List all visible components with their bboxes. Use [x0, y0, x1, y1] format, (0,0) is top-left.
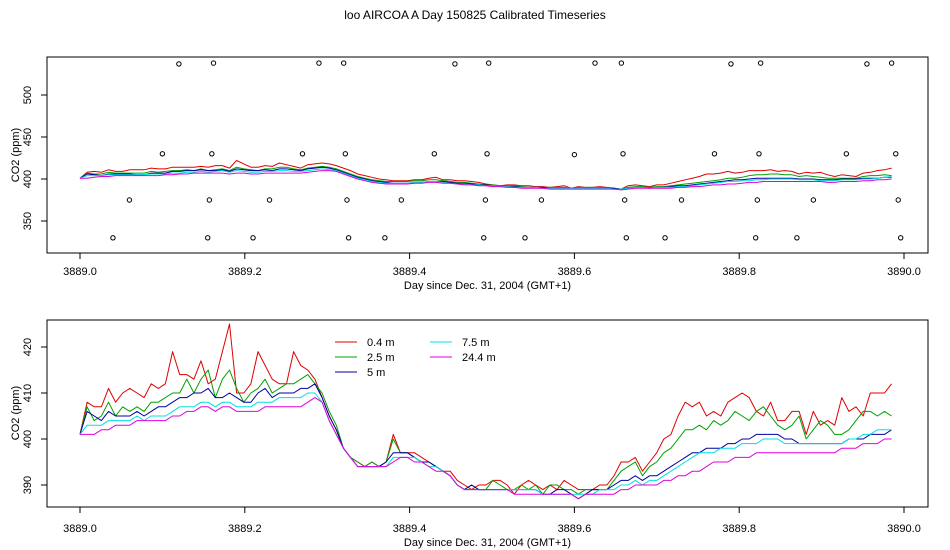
data-point-circle	[266, 197, 273, 203]
y-tick-label: 450	[22, 128, 34, 146]
x-tick-label: 3889.6	[558, 266, 592, 278]
data-point-circle	[342, 151, 349, 157]
series-line-24-4-m	[80, 397, 892, 500]
data-point-circle	[754, 197, 761, 203]
data-point-circle	[898, 235, 904, 241]
data-point-circle	[662, 235, 668, 241]
x-tick-label: 3889.6	[558, 523, 592, 535]
data-point-circle	[481, 235, 487, 241]
data-point-circle	[299, 151, 306, 157]
x-tick-label: 3889.4	[393, 523, 427, 535]
y-tick-label: 400	[22, 170, 34, 188]
plot-frame	[46, 56, 929, 254]
data-point-circle	[522, 235, 528, 241]
data-point-circle	[621, 197, 628, 203]
series-line-0-4-m	[79, 160, 892, 190]
x-tick-label: 3889.2	[228, 523, 262, 535]
data-point-circle	[206, 197, 213, 203]
x-tick-label: 3889.0	[63, 523, 97, 535]
y-tick-label: 350	[22, 212, 34, 230]
data-point-circle	[864, 61, 870, 67]
data-point-circle	[176, 61, 182, 67]
data-point-circle	[620, 151, 626, 157]
x-tick-label: 3889.4	[393, 266, 427, 278]
x-tick-label: 3889.0	[63, 266, 97, 278]
chart-panel-2: 3889.0 3889.2 3889.4 3889.6 3889.8 3890.0 390 4…	[10, 319, 929, 549]
x-tick-label: 3889.2	[228, 266, 262, 278]
x-tick-label: 3889.8	[722, 523, 756, 535]
y-tick-label: 410	[22, 384, 34, 402]
x-axis-title: Day since Dec. 31, 2004 (GMT+1)	[404, 280, 571, 292]
data-point-circle	[571, 151, 578, 158]
y-tick-label: 500	[22, 86, 34, 104]
legend-label: 7.5 m	[462, 337, 490, 349]
data-point-circle	[756, 151, 762, 157]
data-point-circle	[752, 235, 759, 241]
x-axis-title: Day since Dec. 31, 2004 (GMT+1)	[404, 537, 571, 549]
data-point-circle	[757, 60, 764, 66]
legend-label: 24.4 m	[462, 352, 496, 364]
data-point-circle	[623, 235, 630, 241]
data-point-circle	[344, 197, 350, 203]
data-point-circle	[482, 197, 489, 203]
data-point-circle	[893, 151, 899, 157]
series-line-7-5-m	[79, 392, 892, 495]
y-tick-label: 400	[22, 430, 34, 448]
data-point-circle	[250, 235, 256, 241]
y-tick-label: 420	[22, 338, 34, 356]
data-point-circle	[431, 151, 438, 157]
data-point-circle	[888, 60, 895, 66]
legend-label: 0.4 m	[367, 337, 395, 349]
data-point-circle	[210, 60, 217, 66]
data-point-circle	[678, 197, 685, 203]
legend-label: 5 m	[367, 367, 385, 379]
data-point-circle	[340, 60, 347, 66]
data-point-circle	[794, 235, 800, 241]
data-point-circle	[110, 235, 116, 241]
data-point-circle	[592, 60, 598, 66]
data-point-circle	[452, 61, 458, 67]
legend: 0.4 m 2.5 m 5 m 7.5 m 24.4 m	[335, 337, 496, 379]
data-point-circle	[618, 60, 625, 66]
data-point-circle	[398, 197, 405, 203]
data-point-circle	[159, 151, 166, 157]
x-tick-label: 3890.0	[887, 266, 921, 278]
data-point-circle	[711, 151, 718, 157]
chart-title: loo AIRCOA A Day 150825 Calibrated Times…	[344, 8, 606, 22]
series-line-24-4-m	[80, 170, 892, 191]
x-tick-label: 3890.0	[887, 523, 921, 535]
data-point-circle	[538, 197, 545, 203]
data-point-circle	[205, 235, 211, 241]
series-line-5-m	[79, 383, 892, 500]
legend-label: 2.5 m	[367, 352, 395, 364]
plot-frame	[46, 319, 929, 508]
y-tick-label: 390	[22, 476, 34, 494]
series-line-2-5-m	[79, 369, 892, 495]
data-point-circle	[810, 197, 817, 203]
data-point-circle	[345, 235, 352, 241]
series-line-0-4-m	[79, 323, 892, 495]
data-point-circle	[382, 235, 388, 241]
data-point-circle	[486, 60, 492, 66]
y-axis-title: CO2 (ppm)	[10, 128, 22, 182]
data-point-circle	[843, 151, 850, 157]
x-tick-label: 3889.8	[722, 266, 756, 278]
data-point-circle	[316, 60, 322, 66]
data-point-circle	[209, 151, 215, 157]
data-point-circle	[484, 151, 490, 157]
data-point-circle	[728, 61, 734, 67]
series-line-5-m	[79, 166, 892, 190]
y-axis-title: CO2 (ppm)	[10, 386, 22, 440]
data-point-circle	[895, 197, 901, 203]
chart-panel-1: 3889.0 3889.2 3889.4 3889.6 3889.8 3890.0 350 4…	[10, 56, 929, 292]
data-point-circle	[126, 197, 133, 203]
